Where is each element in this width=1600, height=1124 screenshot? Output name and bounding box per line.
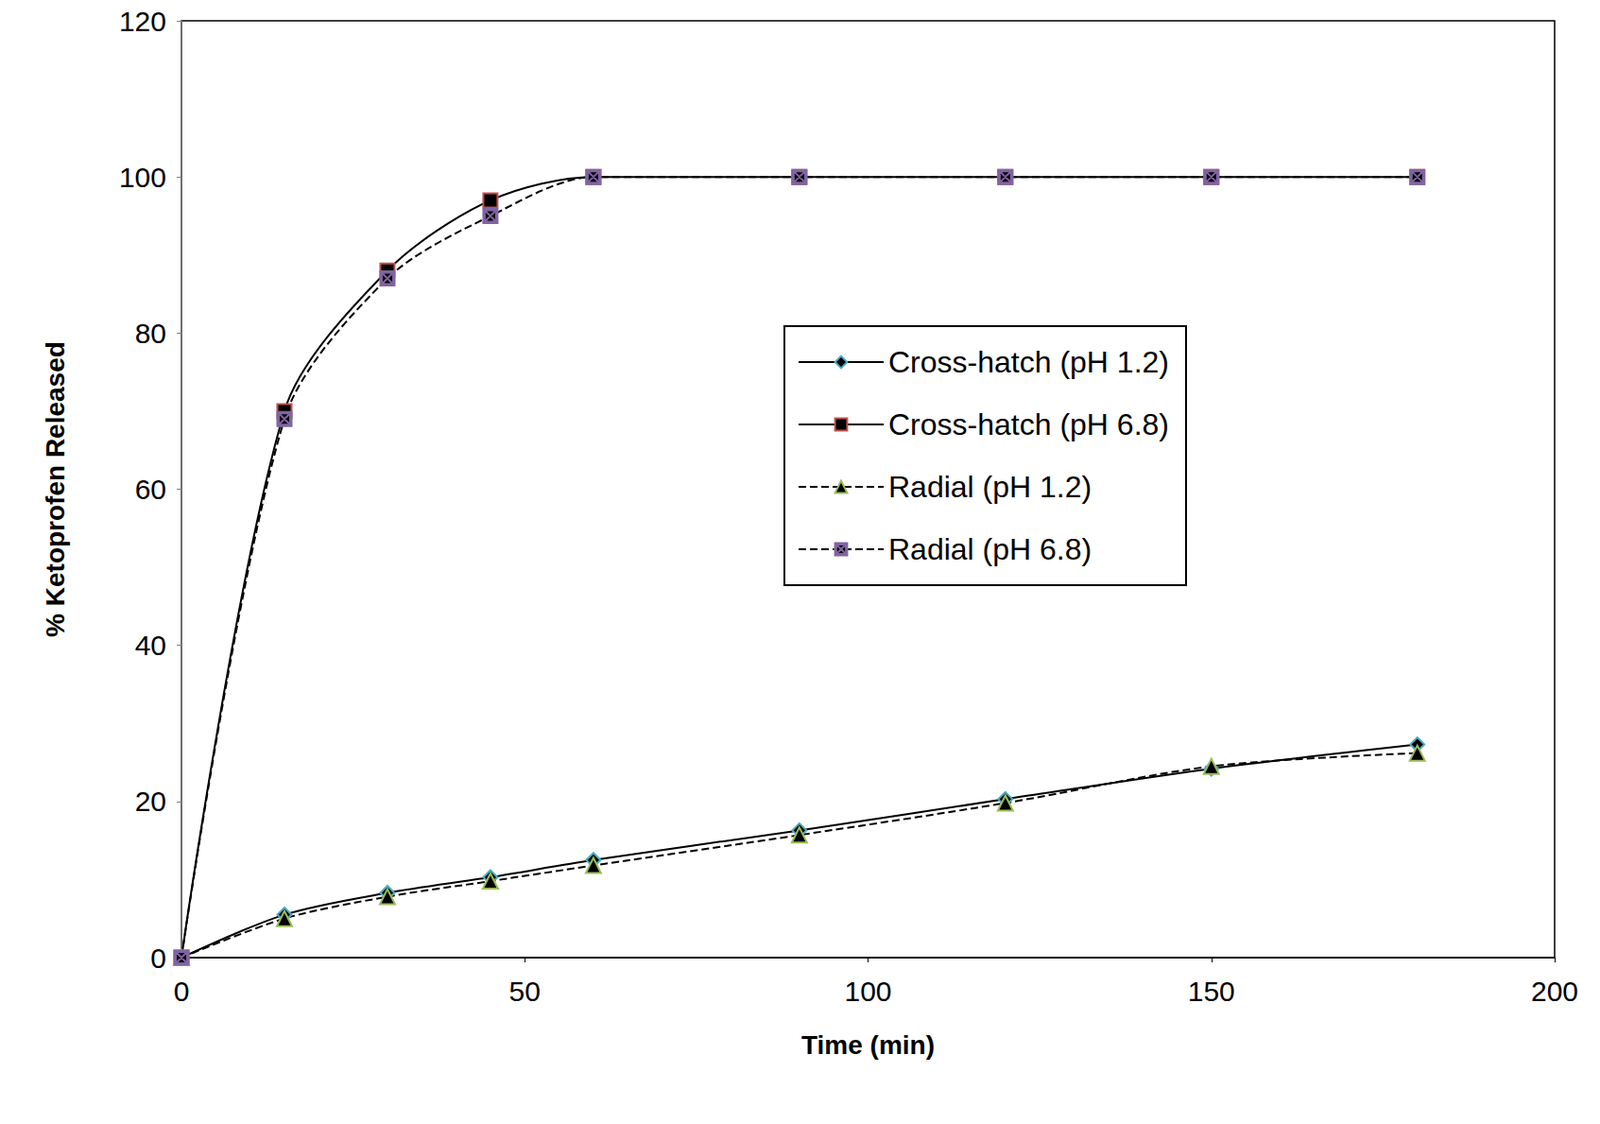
svg-text:Time (min): Time (min) (801, 1030, 935, 1060)
svg-text:60: 60 (135, 473, 167, 505)
svg-text:120: 120 (119, 5, 167, 37)
svg-text:200: 200 (1531, 975, 1579, 1007)
svg-text:20: 20 (135, 785, 167, 817)
svg-text:Radial (pH 1.2): Radial (pH 1.2) (888, 469, 1092, 504)
svg-text:0: 0 (173, 975, 190, 1007)
svg-text:50: 50 (509, 975, 541, 1007)
svg-text:100: 100 (119, 161, 167, 193)
svg-text:Radial (pH 6.8): Radial (pH 6.8) (888, 532, 1092, 567)
svg-text:100: 100 (843, 975, 892, 1007)
svg-text:Cross-hatch (pH 1.2): Cross-hatch (pH 1.2) (888, 344, 1170, 379)
svg-text:0: 0 (150, 942, 167, 974)
svg-text:150: 150 (1187, 975, 1236, 1007)
svg-text:40: 40 (135, 629, 167, 661)
svg-text:% Ketoprofen Released: % Ketoprofen Released (40, 341, 70, 637)
svg-text:Cross-hatch (pH 6.8): Cross-hatch (pH 6.8) (888, 407, 1170, 442)
svg-text:80: 80 (135, 317, 167, 349)
